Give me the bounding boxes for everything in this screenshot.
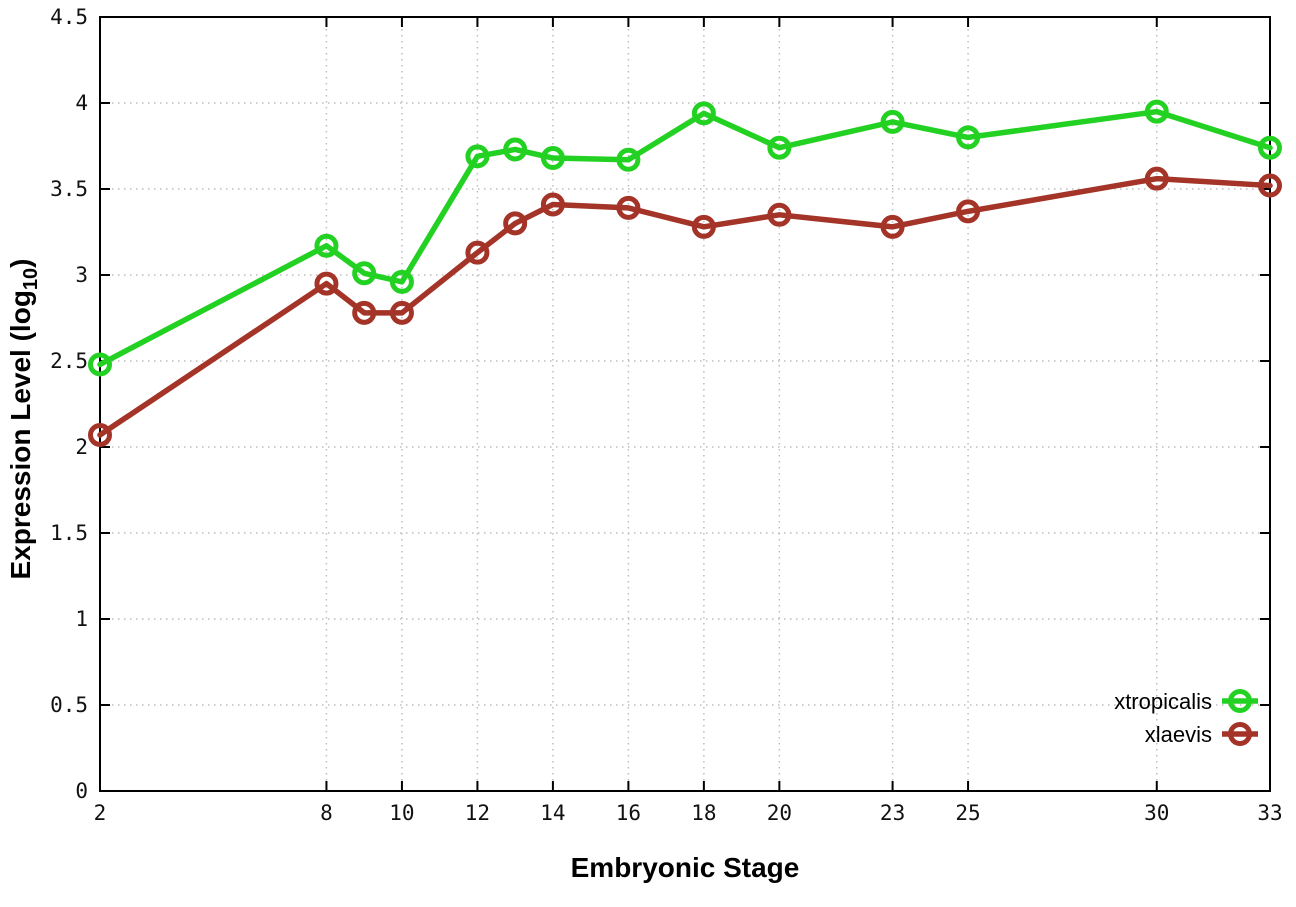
y-tick-label: 0.5 <box>50 693 88 717</box>
data-point-marker <box>1144 99 1169 124</box>
data-point-marker <box>767 135 792 160</box>
data-point-marker <box>616 147 641 172</box>
legend-label: xtropicalis <box>1114 689 1212 714</box>
legend: xtropicalis xlaevis <box>1114 689 1258 747</box>
series-xtropicalis <box>88 99 1282 377</box>
x-tick-label: 18 <box>691 801 716 825</box>
legend-marker <box>1228 689 1252 713</box>
y-tick-label: 1 <box>75 607 88 631</box>
data-point-marker <box>465 144 490 169</box>
data-point-marker <box>880 214 905 239</box>
data-point-marker <box>314 233 339 258</box>
data-point-marker <box>1258 135 1282 160</box>
plot-border <box>99 16 1271 792</box>
x-tick-label: 14 <box>540 801 565 825</box>
x-tick-label: 8 <box>320 801 333 825</box>
y-tick-label: 4 <box>75 91 88 115</box>
data-point-marker <box>691 101 716 126</box>
x-tick-label: 25 <box>955 801 980 825</box>
y-tick-label: 2 <box>75 435 88 459</box>
data-point-marker <box>352 300 377 325</box>
series-line <box>97 108 1273 368</box>
data-point-marker <box>956 199 981 224</box>
grid-lines <box>100 17 1270 791</box>
y-axis-title: Expression Level (log10) <box>5 259 42 580</box>
x-tick-label: 30 <box>1144 801 1169 825</box>
y-tick-label: 1.5 <box>50 521 88 545</box>
data-point-marker <box>691 214 716 239</box>
x-tick-label: 20 <box>767 801 792 825</box>
tick-marks <box>99 16 1271 792</box>
data-point-marker <box>880 109 905 134</box>
legend-marker <box>1228 722 1252 746</box>
y-tick-label: 2.5 <box>50 349 88 373</box>
data-point-marker <box>616 195 641 220</box>
y-tick-label: 3 <box>75 263 88 287</box>
data-point-marker <box>1258 173 1282 198</box>
x-tick-label: 2 <box>94 801 107 825</box>
legend-label: xlaevis <box>1145 722 1212 747</box>
x-tick-label: 23 <box>880 801 905 825</box>
x-tick-label: 16 <box>616 801 641 825</box>
data-point-marker <box>1144 166 1169 191</box>
x-axis-title: Embryonic Stage <box>571 852 800 883</box>
data-point-marker <box>540 146 565 171</box>
series-line <box>97 175 1273 438</box>
series-xlaevis <box>88 166 1282 447</box>
data-point-marker <box>767 202 792 227</box>
data-point-marker <box>389 269 414 294</box>
data-point-marker <box>465 240 490 265</box>
y-tick-label: 0 <box>75 779 88 803</box>
data-point-marker <box>503 211 528 236</box>
data-point-marker <box>88 352 112 377</box>
x-tick-label: 10 <box>389 801 414 825</box>
data-point-marker <box>540 192 565 217</box>
data-point-marker <box>389 300 414 325</box>
x-tick-label: 33 <box>1257 801 1282 825</box>
y-tick-label: 3.5 <box>50 177 88 201</box>
y-tick-label: 4.5 <box>50 5 88 29</box>
data-point-marker <box>352 261 377 286</box>
data-point-marker <box>956 125 981 150</box>
data-point-marker <box>503 137 528 162</box>
data-point-marker <box>314 271 339 296</box>
data-point-marker <box>88 422 112 447</box>
x-tick-label: 12 <box>465 801 490 825</box>
